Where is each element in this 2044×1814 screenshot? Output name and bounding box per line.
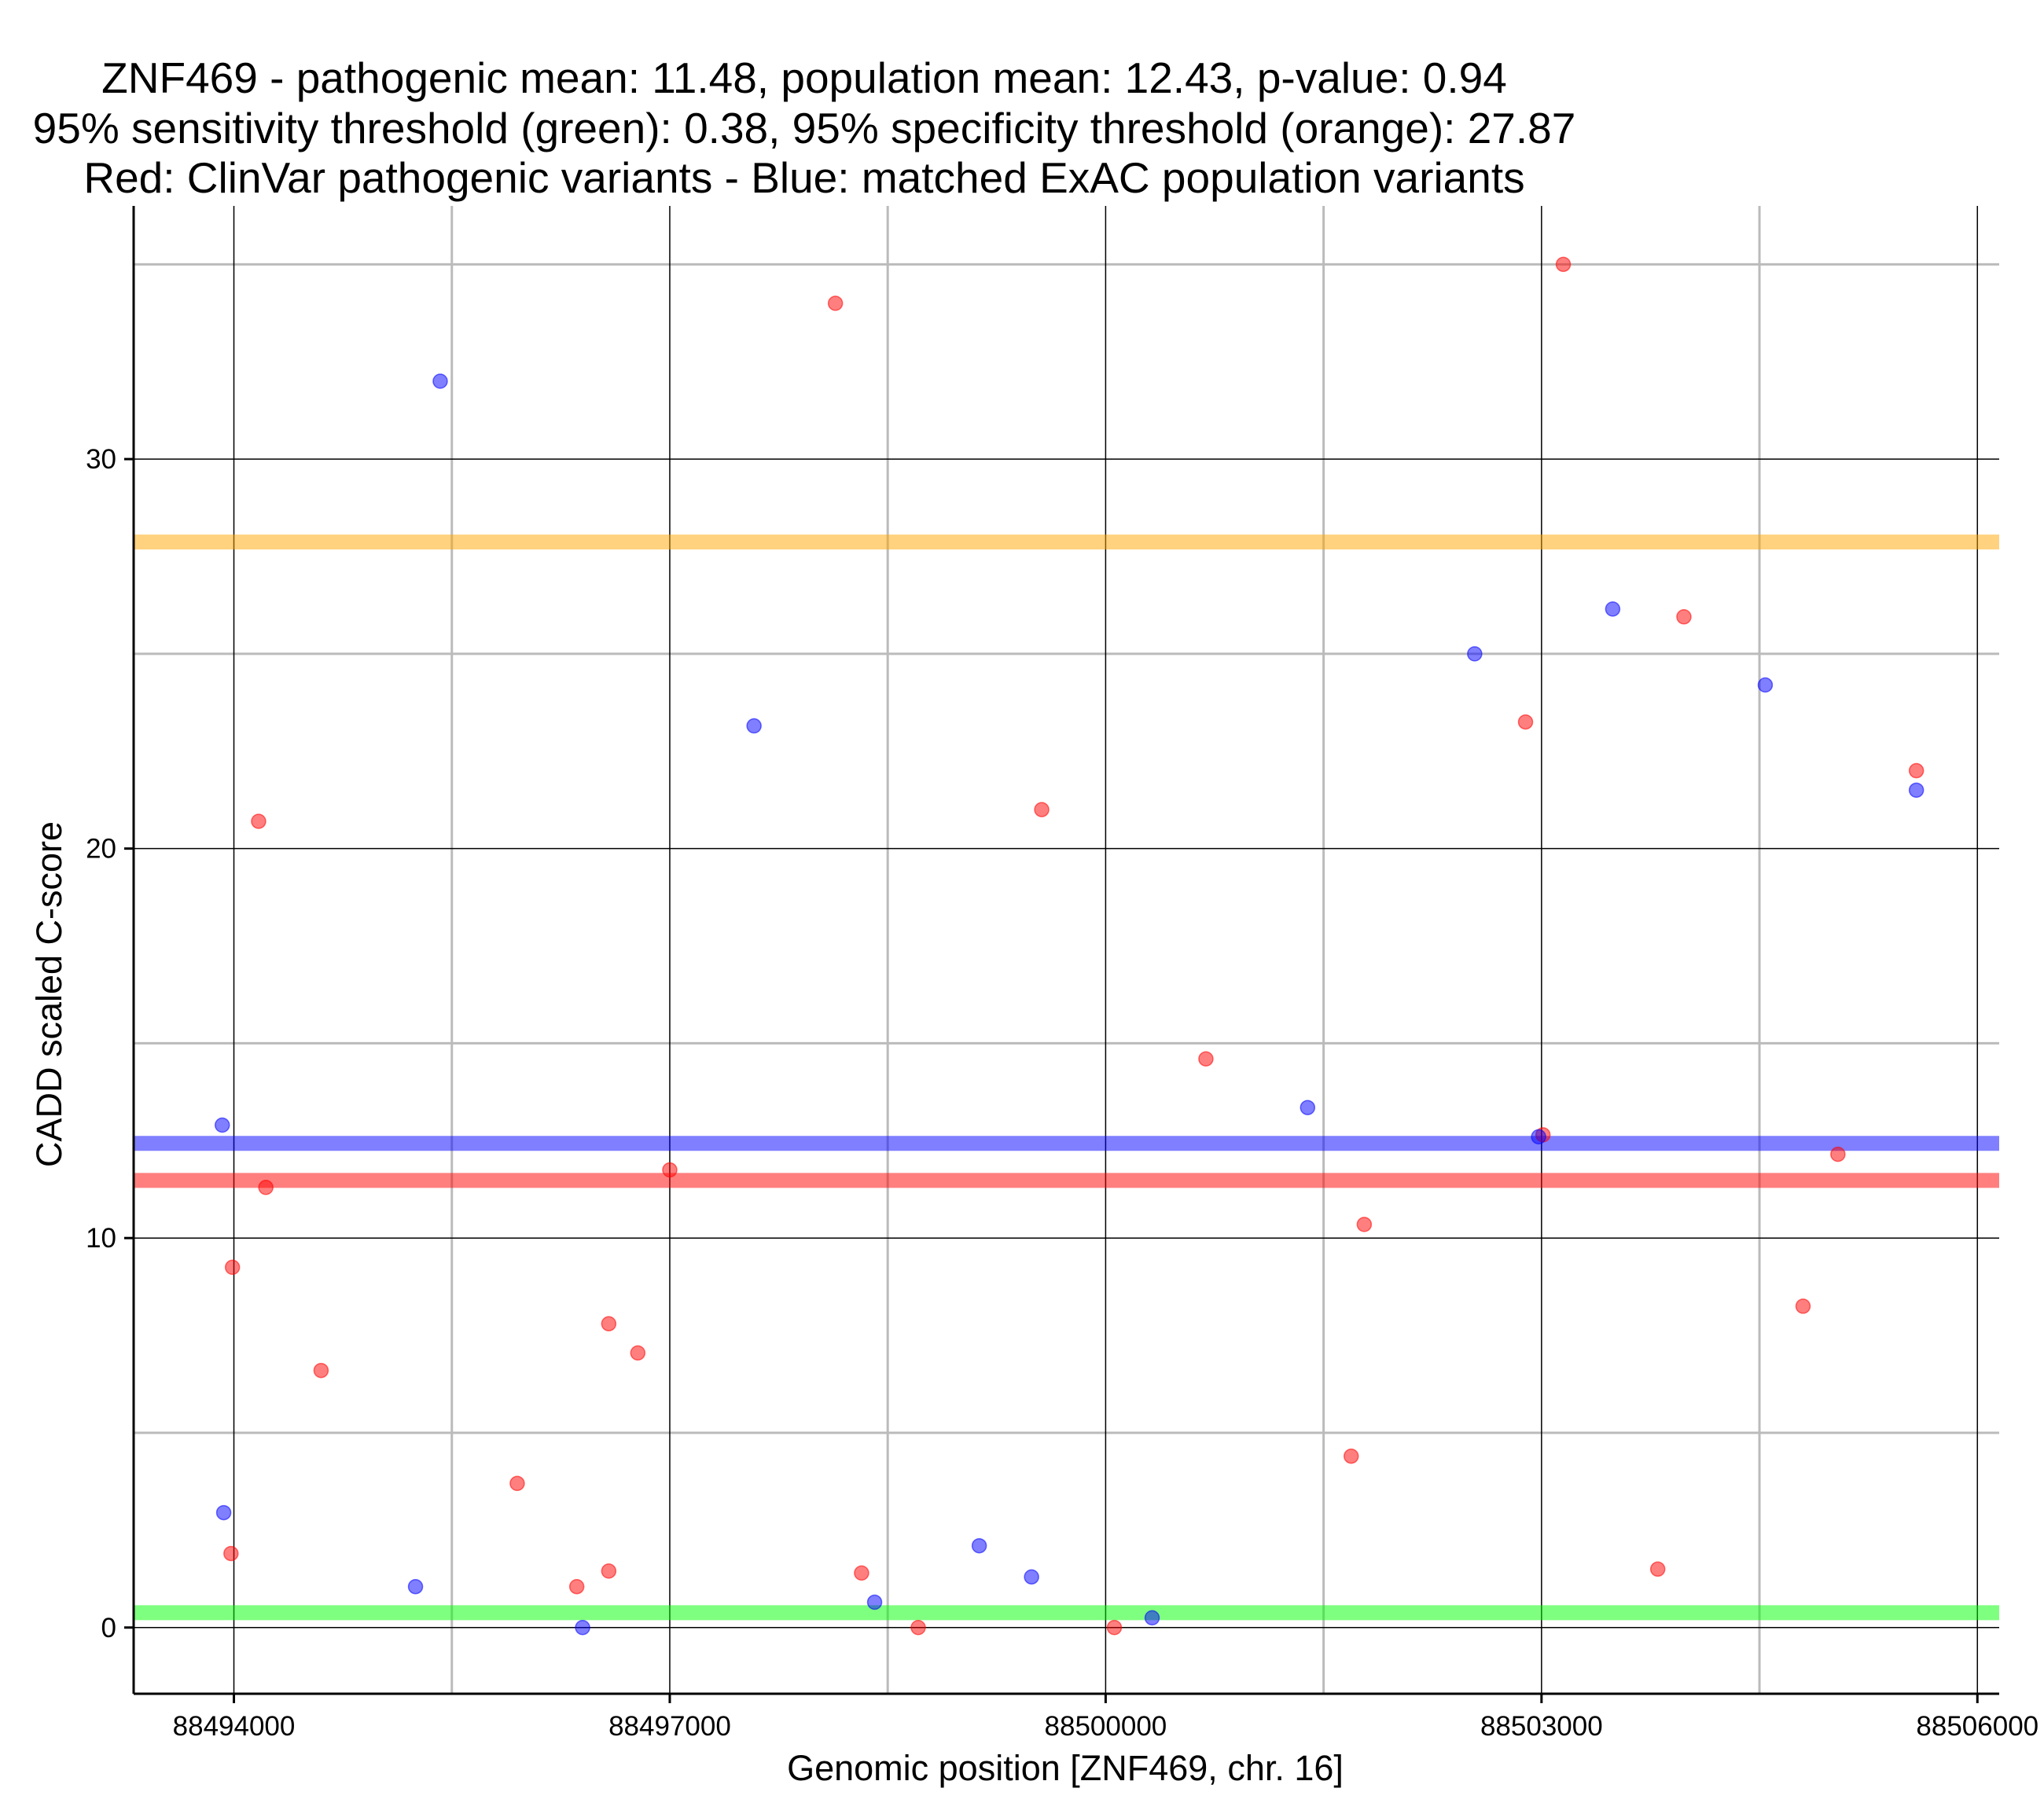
pathogenic-variant-point xyxy=(1555,256,1572,273)
x-tick-label: 88497000 xyxy=(608,1711,731,1742)
x-axis-title: Genomic position [ZNF469, chr. 16] xyxy=(787,1748,1344,1788)
x-tick-label: 88494000 xyxy=(173,1711,296,1742)
population-variant-point xyxy=(1605,601,1621,617)
chart-title-line-3: Red: ClinVar pathogenic variants - Blue:… xyxy=(83,153,1524,202)
reference-lines xyxy=(134,534,1999,1621)
population-variant-point xyxy=(1467,646,1483,662)
pathogenic-variant-point xyxy=(313,1362,329,1379)
pathogenic-variant-point xyxy=(1198,1051,1214,1067)
x-axis-ticks: 88494000 88497000 88500000 88503000 88506000 xyxy=(173,1694,2038,1742)
minor-grid xyxy=(134,206,1999,1694)
pathogenic-variant-point xyxy=(251,813,267,829)
y-tick-label: 10 xyxy=(86,1223,116,1254)
pathogenic-variant-point xyxy=(223,1545,239,1562)
pathogenic-variant-point xyxy=(601,1563,617,1579)
population-variant-point xyxy=(1144,1610,1160,1626)
y-axis-ticks: 0 10 20 30 xyxy=(86,444,134,1643)
pathogenic-variant-point xyxy=(854,1565,869,1581)
pathogenic-variant-point xyxy=(1517,714,1534,730)
pathogenic-variant-point xyxy=(1830,1146,1846,1162)
population-variant-point xyxy=(1908,782,1925,799)
population-variant-point xyxy=(746,718,762,734)
pathogenic-variant-point xyxy=(224,1259,241,1276)
pathogenic-variant-point xyxy=(1034,802,1050,817)
chart-title-line-1: ZNF469 - pathogenic mean: 11.48, populat… xyxy=(101,53,1507,102)
pathogenic-variant-point xyxy=(662,1162,678,1178)
population-variant-point xyxy=(432,373,448,389)
pathogenic-variant-point xyxy=(1676,609,1692,625)
pathogenic-variant-point xyxy=(1795,1298,1811,1314)
pathogenic-variant-point xyxy=(1649,1561,1666,1577)
pathogenic-variant-point xyxy=(630,1345,646,1361)
variant-points xyxy=(214,256,1925,1636)
pathogenic-variant-point xyxy=(1908,762,1925,779)
pathogenic-variant-point xyxy=(601,1316,617,1331)
population-variant-point xyxy=(1531,1129,1546,1145)
population-variant-point xyxy=(1300,1100,1316,1115)
pathogenic-variant-point xyxy=(258,1180,274,1195)
y-tick-label: 0 xyxy=(101,1613,116,1643)
pathogenic-variant-point xyxy=(910,1620,926,1636)
population-variant-point xyxy=(866,1594,883,1610)
population-variant-point xyxy=(215,1504,232,1521)
population-variant-point xyxy=(1757,677,1774,693)
population-variant-point xyxy=(575,1620,590,1636)
x-tick-label: 88503000 xyxy=(1480,1711,1603,1742)
pathogenic-variant-point xyxy=(827,296,844,311)
pathogenic-variant-point xyxy=(568,1578,585,1595)
pathogenic-variant-point xyxy=(509,1475,525,1492)
major-grid xyxy=(134,206,1999,1694)
pathogenic-variant-point xyxy=(1106,1620,1123,1636)
population-variant-point xyxy=(1024,1569,1039,1585)
y-axis-title: CADD scaled C-score xyxy=(29,821,69,1167)
population-variant-point xyxy=(407,1578,424,1595)
chart-title-line-2: 95% sensitivity threshold (green): 0.38,… xyxy=(33,104,1576,152)
y-tick-label: 30 xyxy=(86,444,116,475)
y-tick-label: 20 xyxy=(86,834,116,865)
pathogenic-variant-point xyxy=(1356,1217,1373,1232)
x-tick-label: 88500000 xyxy=(1045,1711,1167,1742)
x-tick-label: 88506000 xyxy=(1916,1711,2038,1742)
population-variant-point xyxy=(971,1537,987,1554)
pathogenic-variant-point xyxy=(1343,1448,1359,1464)
population-variant-point xyxy=(214,1117,230,1133)
